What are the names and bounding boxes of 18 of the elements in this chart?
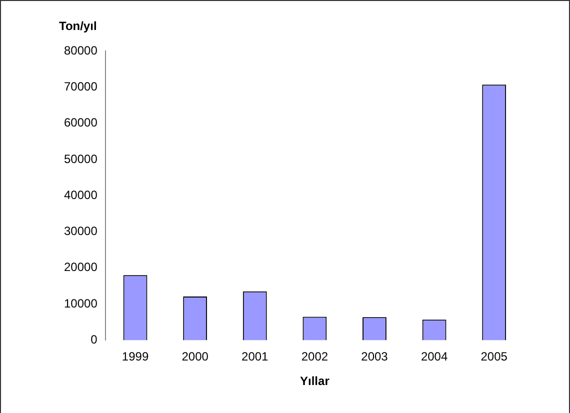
- x-tick-label: 2003: [361, 350, 388, 364]
- x-tick-label: 1999: [122, 350, 149, 364]
- y-tick-label: 70000: [64, 79, 98, 94]
- y-tick-label: 40000: [64, 188, 98, 202]
- x-axis-title: Yıllar: [300, 374, 330, 388]
- x-tick-label: 2000: [182, 350, 209, 364]
- y-tick-label: 20000: [64, 260, 98, 274]
- x-tick-label: 2002: [301, 350, 328, 364]
- x-tick-label: 2004: [420, 350, 448, 364]
- y-axis-title: Ton/yıl: [59, 19, 97, 33]
- y-tick-label: 50000: [64, 152, 98, 166]
- y-tick-label: 60000: [64, 116, 98, 130]
- y-tick-label: 80000: [64, 43, 98, 58]
- x-tick-label: 2001: [242, 350, 269, 364]
- y-tick-label: 30000: [64, 224, 98, 238]
- y-tick-label: 10000: [64, 296, 98, 310]
- y-tick-label: 0: [90, 332, 98, 347]
- x-tick-label: 2005: [480, 350, 508, 364]
